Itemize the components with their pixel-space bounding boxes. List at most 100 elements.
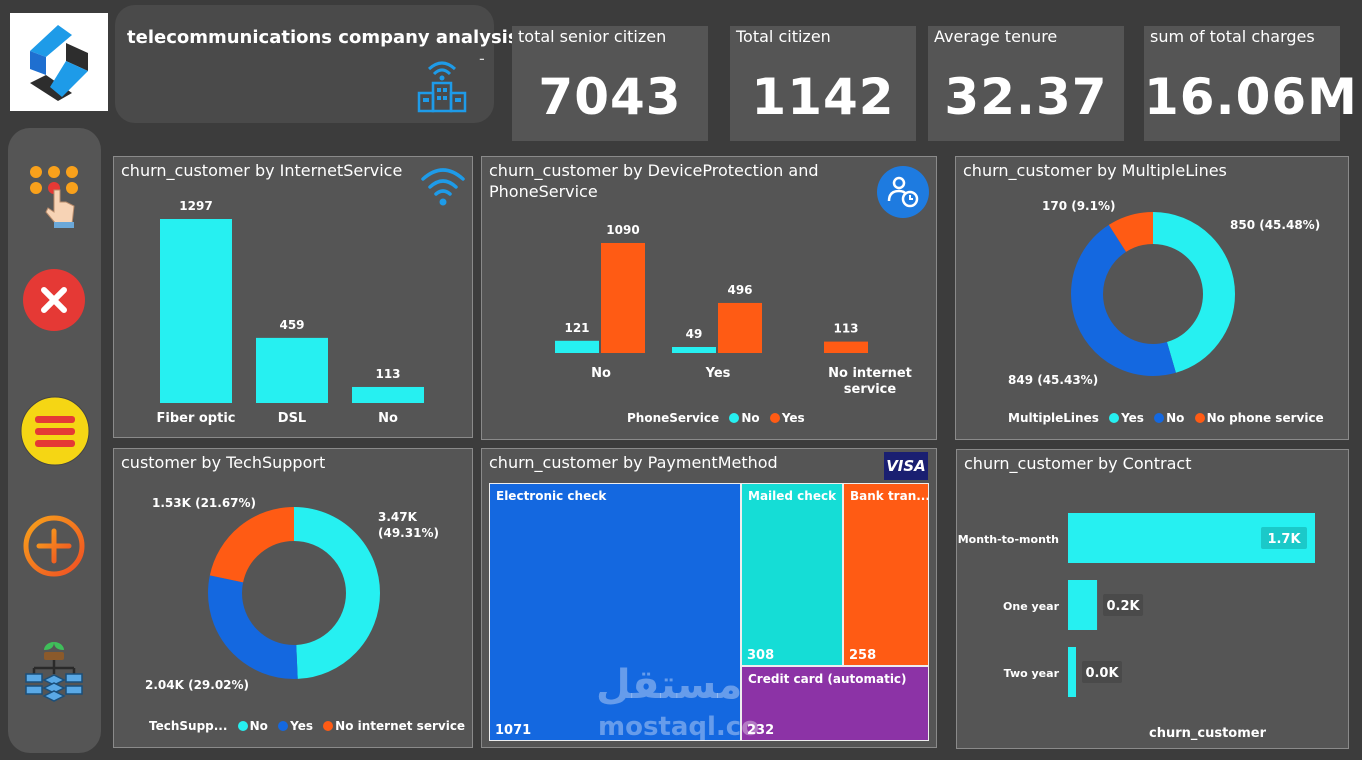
kpi-label: Average tenure (934, 27, 1058, 46)
data-label: 0.2K (1107, 599, 1141, 614)
donut-slice (1071, 212, 1235, 376)
panel-title: customer by TechSupport (121, 453, 326, 472)
company-logo (10, 13, 108, 111)
treemap-value: 1071 (495, 723, 532, 738)
add-icon[interactable] (22, 514, 86, 582)
legend-dot-no (729, 413, 740, 423)
treemap-value: 232 (747, 723, 775, 738)
visa-icon: VISA (884, 452, 928, 480)
treemap-cell-bank-transfer[interactable]: Bank tran... 258 (843, 483, 929, 666)
panel-title: churn_customer by DeviceProtection and P… (489, 161, 819, 201)
data-label-bg (1261, 527, 1307, 549)
legend-dot-no-phone (1194, 413, 1205, 423)
legend-label: Yes (290, 719, 313, 733)
contract-x-axis-label: churn_customer (1149, 726, 1266, 741)
legend-dot-no-internet (323, 721, 334, 731)
legend-title: PhoneService (627, 411, 720, 425)
data-label: 0.0K (1085, 666, 1119, 681)
data-label: 113 (833, 322, 858, 336)
treemap-cell-credit-card[interactable]: Credit card (automatic) 232 (741, 666, 929, 741)
wifi-icon (420, 165, 466, 213)
treemap-cell-electronic-check[interactable]: Electronic check 1071 (489, 483, 741, 741)
donut-slice (208, 507, 380, 679)
kpi-label: total senior citizen (518, 27, 667, 46)
hierarchy-icon[interactable] (22, 638, 86, 706)
panel-title: churn_customer by InternetService (121, 161, 403, 180)
watermark-arabic: مستقل (596, 662, 743, 708)
tech-legend: TechSupp... No Yes No internet service (149, 719, 465, 733)
data-label: 1.53K (21.67%) (152, 496, 256, 510)
device-protection-panel: churn_customer by DeviceProtection and P… (481, 156, 937, 440)
multiple-lines-chart: 850 (45.48%) 849 (45.43%) 170 (9.1%) (1008, 199, 1320, 387)
data-label: (49.31%) (378, 526, 439, 540)
y-tick-label: One year (1003, 600, 1060, 613)
kpi-value: 1142 (751, 68, 895, 126)
watermark-latin: mostaql.co (598, 712, 760, 742)
title-dash: - (479, 49, 485, 68)
touch-keypad-icon[interactable] (26, 162, 84, 232)
bar (824, 341, 868, 353)
treemap-value: 308 (747, 648, 775, 663)
bar (256, 337, 328, 403)
page-title: telecommunications company analysis (127, 27, 519, 48)
legend-dot-yes (769, 413, 780, 423)
close-icon[interactable] (22, 268, 86, 336)
legend-dot-yes (1109, 413, 1120, 423)
legend-label: No (741, 411, 760, 425)
device-legend: PhoneService No Yes (627, 411, 805, 425)
treemap-value: 258 (849, 648, 877, 663)
legend-label: No phone service (1206, 411, 1324, 425)
sidebar (8, 128, 101, 753)
payment-treemap: Electronic check 1071 Mailed check 308 B… (489, 483, 929, 743)
bar (1068, 580, 1098, 630)
data-label: 2.04K (29.02%) (145, 678, 249, 692)
building-wifi-icon (415, 55, 469, 117)
x-tick-label: DSL (278, 411, 306, 426)
data-label: 49 (686, 327, 703, 341)
menu-icon[interactable] (20, 396, 90, 470)
data-label: 459 (279, 318, 304, 332)
treemap-label: Credit card (automatic) (748, 672, 907, 686)
data-label: 1090 (606, 223, 639, 237)
kpi-total-charges: sum of total charges 16.06M (1144, 26, 1357, 141)
kpi-senior-citizen: total senior citizen 7043 (512, 26, 708, 141)
bar (601, 243, 645, 353)
kpi-average-tenure: Average tenure 32.37 (928, 26, 1124, 141)
panel-title: churn_customer by PaymentMethod (489, 453, 778, 472)
multiple-lines-panel: churn_customer by MultipleLines 850 (45.… (955, 156, 1349, 440)
bar (555, 340, 599, 353)
x-tick-label: Yes (705, 366, 731, 381)
treemap-label: Electronic check (496, 489, 607, 503)
bar (1068, 647, 1076, 697)
legend-title: MultipleLines (1008, 411, 1099, 425)
x-tick-label: Fiber optic (156, 411, 235, 426)
x-tick-label: No (591, 366, 611, 381)
data-label: 1.7K (1267, 532, 1301, 547)
multiple-legend: MultipleLines Yes No No phone service (1008, 411, 1324, 425)
x-tick-label: No internet (828, 366, 912, 381)
kpi-label: Total citizen (736, 27, 831, 46)
legend-dot-yes (278, 721, 289, 731)
data-label-bg (1082, 661, 1122, 683)
legend-dot-no (237, 721, 248, 731)
bar (160, 219, 232, 403)
data-label: 496 (727, 283, 752, 297)
payment-method-panel: churn_customer by PaymentMethod VISA Ele… (481, 448, 937, 748)
panel-title: churn_customer by MultipleLines (963, 161, 1227, 180)
internet-service-chart: 1297 Fiber optic 459 DSL 113 No (156, 199, 424, 426)
user-clock-icon (876, 165, 930, 223)
legend-label: No internet service (335, 719, 466, 733)
contract-chart: Month-to-month 1.7K One year 0.2K Two year 0.… (958, 513, 1315, 697)
title-box: telecommunications company analysis - (115, 5, 519, 123)
kpi-label: sum of total charges (1150, 27, 1315, 46)
kpi-value: 7043 (538, 68, 682, 126)
kpi-total-citizen: Total citizen 1142 (730, 26, 916, 141)
data-label: 1297 (179, 199, 212, 213)
tech-support-chart: 3.47K (49.31%) 2.04K (29.02%) 1.53K (21.67%… (145, 496, 439, 692)
legend-label: Yes (1121, 411, 1144, 425)
bar (672, 347, 716, 353)
treemap-cell-mailed-check[interactable]: Mailed check 308 (741, 483, 843, 666)
donut-slice (1071, 212, 1235, 376)
data-label: 170 (9.1%) (1042, 199, 1115, 213)
